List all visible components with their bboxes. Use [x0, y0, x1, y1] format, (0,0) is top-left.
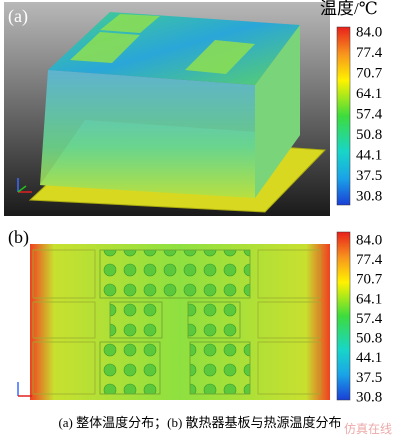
module-outlines	[32, 249, 321, 395]
colorbar-tick-label: 57.4	[356, 311, 383, 327]
axis-triad	[17, 382, 32, 397]
colorbar-tick-label: 37.5	[356, 370, 382, 386]
caption: (a) 整体温度分布；(b) 散热器基板与热源温度分布	[58, 415, 341, 431]
heat-sources	[99, 249, 251, 395]
box-right	[255, 25, 300, 198]
colorbar-tick-label: 50.8	[356, 127, 382, 143]
colorbar-tick-label: 50.8	[356, 331, 382, 347]
panel-label: (a)	[8, 6, 28, 27]
axis-triad	[17, 178, 32, 193]
panel-label: (b)	[8, 227, 29, 248]
watermark: 仿真在线	[344, 422, 392, 436]
colorbar-tick-label: 37.5	[356, 168, 382, 184]
colorbar-tick-label: 70.7	[356, 272, 383, 288]
colorbar-tick-label: 30.8	[356, 389, 382, 405]
colorbar	[336, 231, 351, 401]
colorbar-tick-label: 77.4	[356, 252, 383, 268]
colorbar	[336, 26, 351, 206]
colorbar-tick-label: 64.1	[356, 86, 382, 102]
colorbar-title: 温度/℃	[320, 0, 378, 18]
colorbar-tick-label: 84.0	[356, 24, 382, 40]
colorbar-tick-label: 84.0	[356, 232, 382, 248]
colorbar-tick-label: 44.1	[356, 147, 382, 163]
colorbar-tick-label: 64.1	[356, 291, 382, 307]
colorbar-tick-label: 44.1	[356, 350, 382, 366]
colorbar-tick-label: 77.4	[356, 45, 383, 61]
heat-source-pads	[70, 14, 255, 74]
colorbar-tick-label: 57.4	[356, 106, 383, 122]
colorbar-tick-label: 70.7	[356, 65, 383, 81]
box-side	[40, 70, 255, 198]
colorbar-tick-label: 30.8	[356, 188, 382, 204]
